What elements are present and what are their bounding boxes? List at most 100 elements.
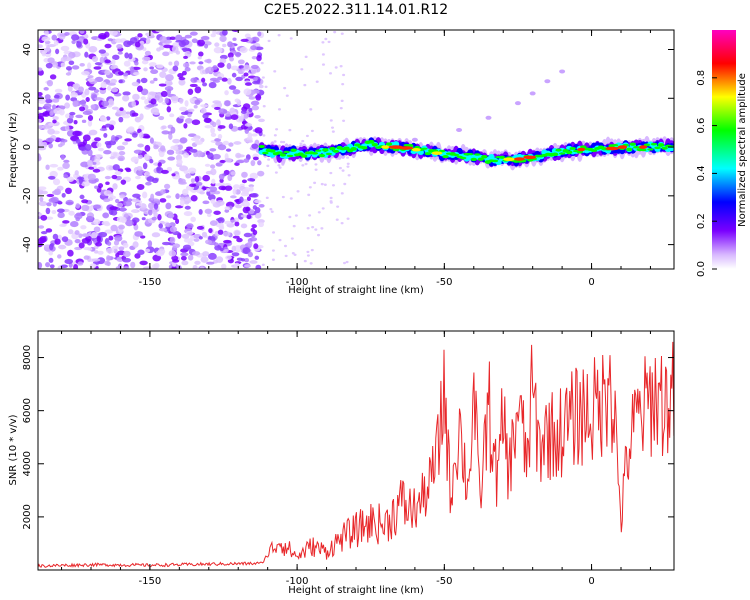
noise-blob [199, 191, 205, 195]
noise-blob [98, 32, 107, 40]
signal-blob [551, 152, 559, 157]
signal-blob [311, 152, 318, 155]
noise-blob [141, 217, 146, 221]
noise-blob [70, 92, 78, 98]
noise-blob [329, 200, 333, 203]
noise-blob [288, 215, 292, 219]
signal-blob [279, 153, 287, 157]
noise-blob [118, 224, 125, 230]
noise-blob [206, 213, 212, 218]
noise-blob [215, 199, 225, 206]
noise-blob [168, 250, 177, 257]
noise-blob [52, 116, 60, 121]
signal-peak [514, 157, 525, 161]
signal-blob [424, 152, 432, 156]
noise-blob [119, 107, 124, 112]
noise-blob [187, 254, 194, 261]
noise-blob [111, 174, 118, 180]
noise-blob [193, 238, 200, 242]
noise-blob [87, 247, 93, 251]
noise-blob [45, 137, 55, 143]
noise-blob [206, 188, 211, 192]
noise-blob [340, 32, 344, 35]
noise-blob [296, 190, 300, 193]
noise-blob [251, 143, 259, 149]
noise-blob [261, 76, 265, 79]
noise-blob [119, 194, 126, 199]
signal-blob [647, 148, 654, 151]
noise-blob [224, 206, 230, 210]
noise-blob [226, 62, 232, 70]
noise-blob [224, 220, 232, 225]
noise-blob [267, 39, 271, 43]
noise-blob [170, 126, 176, 134]
noise-blob [166, 88, 172, 95]
noise-blob [141, 59, 149, 65]
signal-blob [470, 157, 477, 162]
noise-blob [210, 168, 217, 176]
snr-x-ticks: -150 -100 -50 0 [61, 331, 651, 587]
noise-blob [308, 214, 312, 217]
noise-blob [96, 142, 102, 148]
noise-blob [217, 229, 224, 235]
noise-blob [45, 62, 53, 69]
noise-blob [190, 77, 198, 83]
noise-blob [51, 210, 57, 215]
noise-blob [282, 140, 286, 144]
noise-blob [70, 221, 79, 228]
noise-blob [88, 166, 95, 170]
noise-blob [341, 169, 345, 172]
noise-blob [43, 103, 52, 109]
noise-blob [127, 198, 133, 202]
noise-blob [48, 122, 57, 127]
signal-blob [442, 154, 449, 159]
noise-blob [342, 261, 346, 265]
noise-blob [98, 231, 108, 238]
noise-blob [125, 219, 134, 227]
noise-blob [194, 260, 201, 265]
noise-blob [64, 258, 74, 265]
noise-blob [102, 212, 110, 219]
noise-blob [54, 88, 63, 93]
noise-blob [114, 235, 123, 242]
noise-blob [225, 201, 235, 208]
y-tick-label: -40 [22, 236, 33, 252]
noise-blob [309, 108, 313, 111]
noise-blob [270, 210, 274, 213]
noise-blob [184, 205, 191, 210]
noise-blob [87, 75, 94, 79]
noise-blob [230, 219, 236, 223]
noise-blob [128, 52, 133, 60]
noise-blob [228, 85, 237, 90]
noise-blob [277, 33, 281, 37]
noise-blob [65, 199, 74, 206]
noise-blob [183, 123, 188, 129]
noise-blob [190, 178, 195, 184]
noise-blob [182, 62, 190, 68]
noise-blob [153, 112, 161, 116]
noise-blob [65, 125, 70, 132]
noise-blob [254, 115, 261, 119]
noise-blob [49, 74, 57, 80]
noise-blob [38, 112, 47, 117]
noise-blob [57, 166, 64, 171]
noise-blob [148, 202, 155, 210]
noise-blob [230, 171, 236, 176]
noise-blob [321, 53, 325, 56]
noise-blob [204, 43, 209, 49]
signal-blob [371, 143, 379, 147]
signal-peak [577, 147, 586, 152]
noise-blob [250, 100, 260, 106]
noise-blob [156, 166, 161, 172]
noise-blob [131, 217, 140, 223]
noise-blob [108, 98, 114, 105]
noise-blob [204, 208, 213, 214]
noise-blob [224, 90, 229, 96]
signal-blob [269, 149, 276, 153]
noise-blob [234, 162, 240, 166]
y-tick-label: 20 [22, 92, 33, 105]
noise-blob [123, 40, 132, 48]
noise-blob [189, 183, 197, 188]
noise-blob [250, 64, 259, 69]
